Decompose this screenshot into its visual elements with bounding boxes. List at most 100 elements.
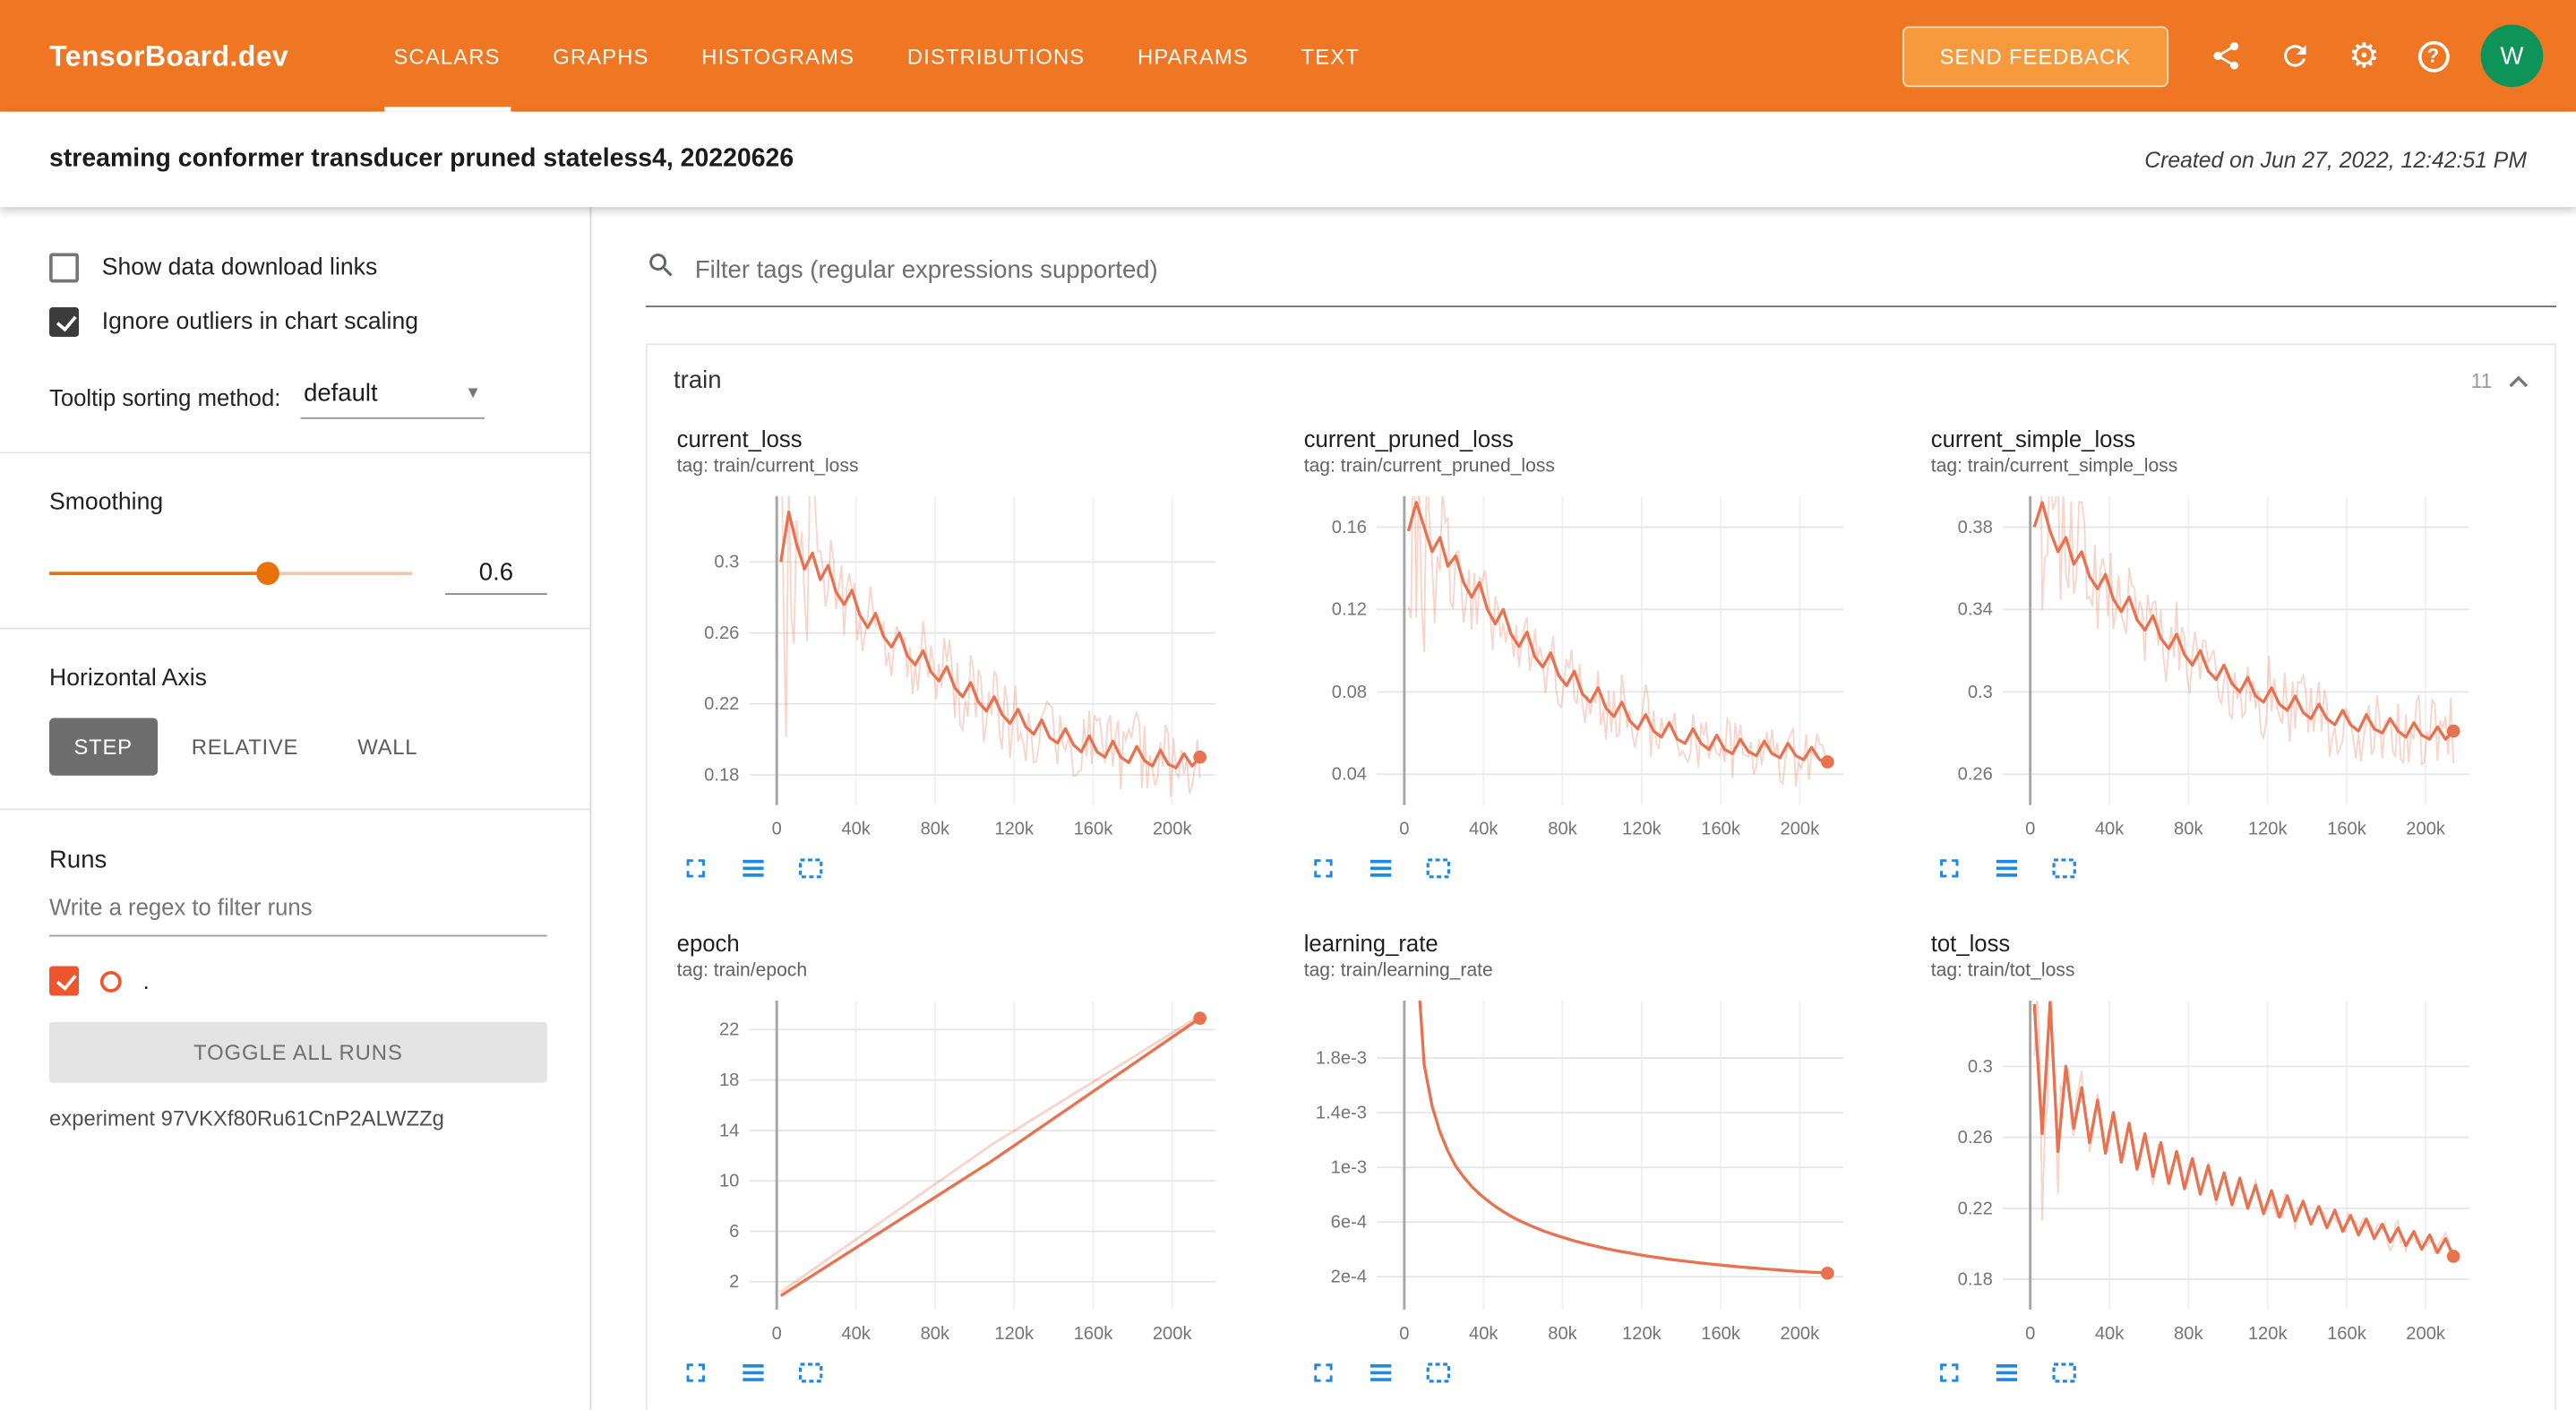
smoothing-slider[interactable] [49, 562, 413, 585]
nav-tab-scalars[interactable]: SCALARS [367, 0, 527, 112]
svg-text:80k: 80k [2175, 1324, 2204, 1344]
nav-tab-graphs[interactable]: GRAPHS [553, 43, 649, 69]
haxis-relative-button[interactable]: RELATIVE [167, 718, 322, 776]
expand-chart-icon[interactable] [680, 1357, 711, 1389]
svg-text:160k: 160k [1701, 1324, 1741, 1344]
svg-text:1.8e-3: 1.8e-3 [1315, 1048, 1366, 1068]
haxis-wall-button[interactable]: WALL [333, 718, 442, 776]
refresh-icon[interactable] [2261, 21, 2330, 90]
chart-title: learning_rate [1303, 930, 1438, 957]
fit-domain-icon[interactable] [2049, 1357, 2081, 1389]
page-title: streaming conformer transducer pruned st… [49, 144, 794, 173]
nav-tabs: SCALARS GRAPHS HISTOGRAMS DISTRIBUTIONS HPAR… [367, 0, 1386, 112]
chart-plot: 0 40k 80k 120k 160k 200k 0.18 0.22 0.26 0.3 [704, 495, 1216, 839]
fit-domain-icon[interactable] [1422, 1357, 1454, 1389]
log-scale-icon[interactable] [1992, 853, 2023, 884]
chart-actions [677, 853, 1271, 884]
log-scale-icon[interactable] [1365, 1357, 1396, 1389]
svg-text:40k: 40k [1468, 1324, 1498, 1344]
runs-filter-input[interactable] [49, 873, 547, 937]
show-download-links-row: Show data download links [49, 253, 547, 283]
chart-actions [1931, 853, 2525, 884]
send-feedback-button[interactable]: SEND FEEDBACK [1902, 25, 2169, 87]
svg-text:40k: 40k [1468, 820, 1498, 839]
show-download-links-checkbox[interactable] [49, 253, 80, 283]
nav-tab-distributions[interactable]: DISTRIBUTIONS [906, 43, 1086, 69]
svg-text:40k: 40k [841, 1324, 871, 1344]
group-header[interactable]: train 11 [648, 345, 2555, 412]
expand-chart-icon[interactable] [1307, 1357, 1338, 1389]
log-scale-icon[interactable] [738, 853, 769, 884]
tag-filter-input[interactable] [694, 255, 2556, 284]
svg-text:6e-4: 6e-4 [1330, 1213, 1366, 1233]
group-meta: 11 [2471, 369, 2529, 391]
settings-gear-icon[interactable]: ⚙ [2348, 37, 2380, 75]
help-icon[interactable]: ? [2399, 21, 2468, 90]
chevron-up-icon[interactable] [2509, 374, 2529, 387]
run-checkbox[interactable] [49, 966, 80, 996]
svg-text:160k: 160k [2328, 1324, 2368, 1344]
fit-domain-icon[interactable] [2049, 853, 2081, 884]
smoothing-slider-thumb[interactable] [255, 562, 279, 585]
fit-domain-icon[interactable] [795, 1357, 827, 1389]
svg-text:200k: 200k [1780, 820, 1820, 839]
fit-domain-icon[interactable] [1422, 853, 1454, 884]
chart-title: tot_loss [1930, 930, 2011, 957]
svg-text:120k: 120k [2248, 1324, 2288, 1344]
svg-text:1.4e-3: 1.4e-3 [1315, 1104, 1366, 1123]
smoothing-slider-fill [49, 572, 268, 575]
nav-tab-hparams[interactable]: HPARAMS [1137, 43, 1249, 69]
tooltip-sorting-select[interactable]: default ▼ [300, 376, 485, 419]
expand-chart-icon[interactable] [1307, 853, 1338, 884]
svg-text:0.26: 0.26 [1958, 1128, 1993, 1148]
fit-domain-icon[interactable] [795, 853, 827, 884]
svg-text:0: 0 [772, 820, 782, 839]
svg-text:160k: 160k [1074, 1324, 1114, 1344]
log-scale-icon[interactable] [1365, 853, 1396, 884]
chart-tag: tag: train/current_loss [676, 456, 859, 477]
chart-plot: 0 40k 80k 120k 160k 200k 0.04 0.08 0.12 0.16 [1331, 495, 1843, 839]
svg-text:0.26: 0.26 [704, 623, 739, 643]
svg-text:0: 0 [1399, 1324, 1409, 1344]
expand-chart-icon[interactable] [1934, 853, 1965, 884]
expand-chart-icon[interactable] [680, 853, 711, 884]
svg-text:80k: 80k [1548, 820, 1577, 839]
tooltip-sorting-row: Tooltip sorting method: default ▼ [49, 376, 547, 419]
tooltip-sorting-label: Tooltip sorting method: [49, 384, 281, 411]
haxis-step-button[interactable]: STEP [49, 718, 158, 776]
svg-text:0.3: 0.3 [714, 553, 739, 572]
expand-chart-icon[interactable] [1934, 1357, 1965, 1389]
chart-tag: tag: train/learning_rate [1303, 960, 1493, 982]
svg-text:0.16: 0.16 [1331, 518, 1366, 537]
avatar[interactable]: W [2480, 24, 2544, 88]
svg-text:0.38: 0.38 [1958, 518, 1993, 537]
chart-tag: tag: train/current_simple_loss [1930, 456, 2178, 477]
toggle-all-runs-button[interactable]: TOGGLE ALL RUNS [49, 1021, 547, 1083]
sidebar-divider [0, 627, 590, 630]
share-icon[interactable] [2192, 21, 2261, 90]
svg-text:40k: 40k [2095, 820, 2125, 839]
experiment-id: experiment 97VKXf80Ru61CnP2ALWZZg [49, 1105, 444, 1131]
svg-text:0.08: 0.08 [1331, 683, 1366, 702]
log-scale-icon[interactable] [1992, 1357, 2023, 1389]
smoothing-value-input[interactable] [445, 552, 547, 595]
svg-text:2e-4: 2e-4 [1330, 1268, 1366, 1287]
search-icon [646, 250, 677, 289]
svg-text:80k: 80k [921, 1324, 950, 1344]
chart-card-tot_loss: tot_loss tag: train/tot_loss 0 40k 80k 120k 16… [1914, 930, 2541, 1389]
log-scale-icon[interactable] [738, 1357, 769, 1389]
page-body: Show data download links Ignore outliers… [0, 207, 2576, 1410]
charts-grid: current_loss tag: train/current_loss 0 40k 8… [648, 412, 2555, 1409]
svg-text:120k: 120k [2248, 820, 2288, 839]
chart-card-current_loss: current_loss tag: train/current_loss 0 40k 8… [660, 426, 1287, 884]
nav-tab-histograms[interactable]: HISTOGRAMS [701, 43, 855, 69]
chart-plot: 0 40k 80k 120k 160k 200k 2e-4 6e-4 1e-3 1.4e-3 1.8… [1315, 1001, 1843, 1344]
svg-text:40k: 40k [2095, 1324, 2125, 1344]
run-color-circle[interactable] [99, 970, 122, 992]
chart-title: current_simple_loss [1930, 426, 2136, 452]
nav-tab-text[interactable]: TEXT [1301, 43, 1360, 69]
chart-card-current_simple_loss: current_simple_loss tag: train/current_si… [1914, 426, 2541, 884]
run-row: . [49, 966, 547, 996]
main-content: train 11 current_loss tag: train/current_… [591, 207, 2576, 1410]
ignore-outliers-checkbox[interactable] [49, 306, 80, 338]
